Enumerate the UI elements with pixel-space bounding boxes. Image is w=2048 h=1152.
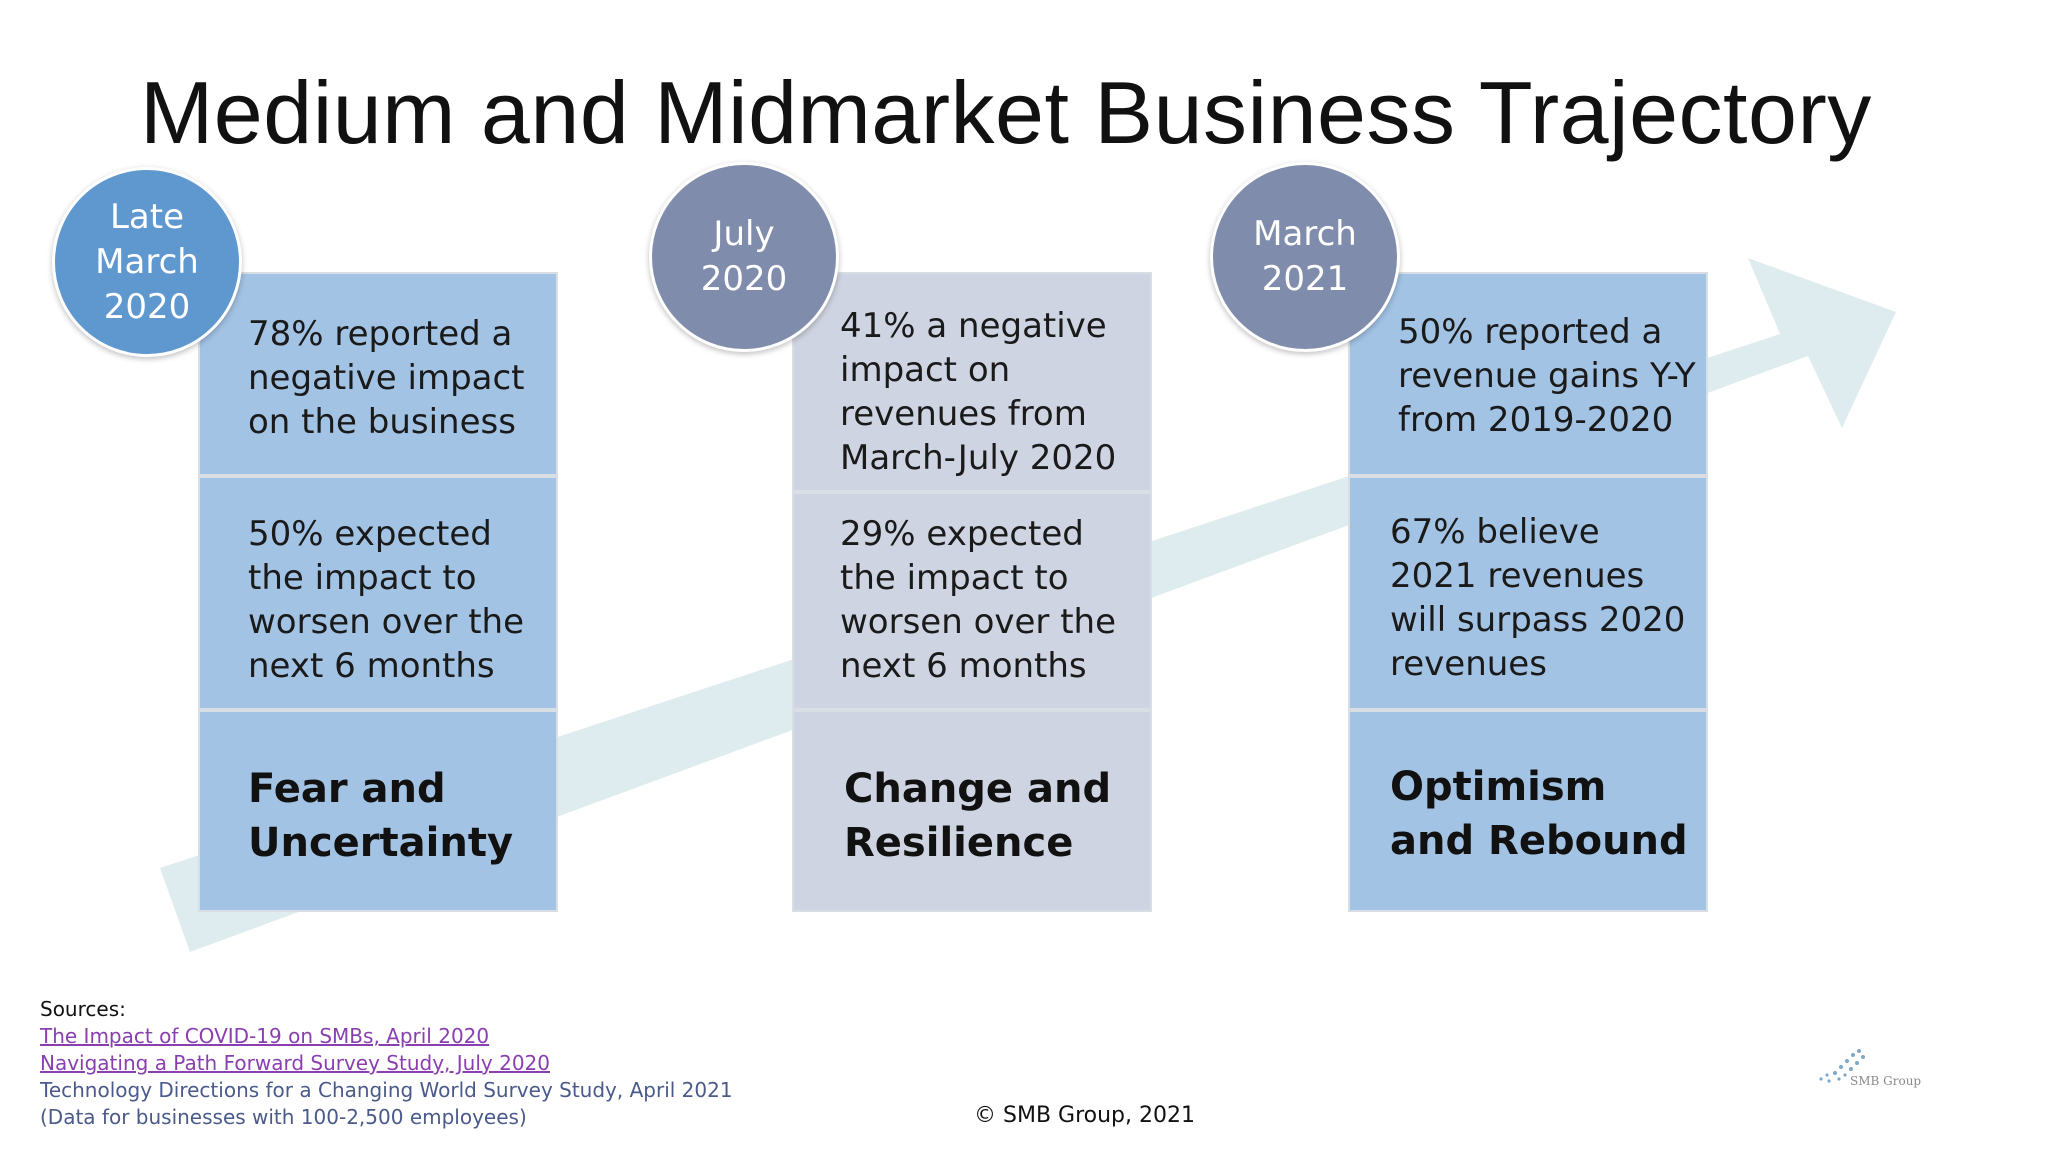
column-march-2021: 50% reported a revenue gains Y-Y from 20… [1348,272,1708,912]
badge-line: March [1253,214,1357,254]
source-note: (Data for businesses with 100-2,500 empl… [40,1105,527,1129]
source-technology-directions: Technology Directions for a Changing Wor… [40,1078,733,1102]
stat-cell-2: 50% expected the impact to worsen over t… [198,476,558,710]
copyright-text: © SMB Group, 2021 [974,1103,1195,1128]
stat-text: 41% a negative impact on revenues from M… [840,306,1117,478]
phase-cell: Change and Resilience [792,710,1152,912]
date-badge-late-march-2020: Late March 2020 [52,167,242,357]
date-badge-july-2020: July 2020 [649,162,839,352]
badge-line: March [95,241,199,282]
smb-group-logo-icon [1819,1049,1865,1083]
source-link-path-forward[interactable]: Navigating a Path Forward Survey Study, … [40,1051,550,1075]
stat-text: 50% expected the impact to worsen over t… [248,514,525,686]
stat-text: 78% reported a negative impact on the bu… [248,314,525,442]
phase-title: Fear and Uncertainty [248,766,514,866]
page-title: Medium and Midmarket Business Trajectory [140,63,1872,162]
badge-line: 2020 [103,286,191,327]
sources-label: Sources: [40,997,126,1021]
stat-text: 29% expected the impact to worsen over t… [840,514,1117,686]
phase-cell: Fear and Uncertainty [198,710,558,912]
stat-cell-1: 50% reported a revenue gains Y-Y from 20… [1348,272,1708,476]
phase-cell: Optimism and Rebound [1348,710,1708,912]
source-link-covid-impact[interactable]: The Impact of COVID-19 on SMBs, April 20… [40,1024,490,1048]
phase-title: Optimism and Rebound [1390,764,1688,864]
badge-line: July [713,214,775,254]
logo-text: SMB Group [1850,1074,1922,1088]
stat-cell-2: 67% believe 2021 revenues will surpass 2… [1348,476,1708,710]
badge-line: 2021 [1261,259,1349,299]
stat-cell-2: 29% expected the impact to worsen over t… [792,492,1152,710]
column-july-2020: 41% a negative impact on revenues from M… [792,272,1152,912]
sources-block: Sources: The Impact of COVID-19 on SMBs,… [40,996,733,1131]
badge-line: 2020 [700,259,788,299]
phase-title: Change and Resilience [844,766,1112,866]
stat-cell-1: 78% reported a negative impact on the bu… [198,272,558,476]
badge-line: Late [109,196,185,237]
date-badge-march-2021: March 2021 [1210,162,1400,352]
stat-text: 67% believe 2021 revenues will surpass 2… [1390,512,1686,684]
stat-text: 50% reported a revenue gains Y-Y from 20… [1398,312,1696,440]
column-late-march-2020: 78% reported a negative impact on the bu… [198,272,558,912]
stat-cell-1: 41% a negative impact on revenues from M… [792,272,1152,492]
